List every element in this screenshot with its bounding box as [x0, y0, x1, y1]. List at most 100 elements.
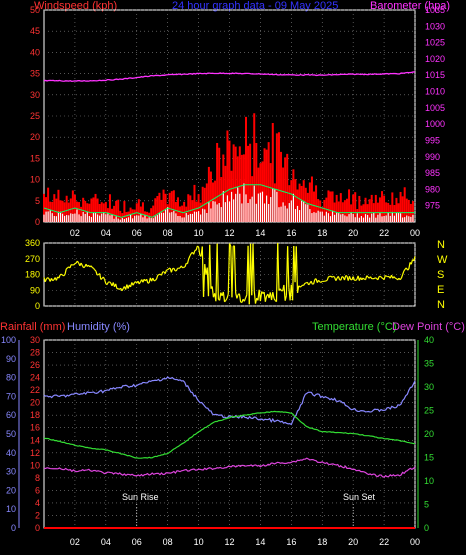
wind-direction-segment — [325, 279, 328, 282]
humidity-tick-label: 100 — [1, 335, 16, 345]
wind-direction-segment — [287, 246, 290, 288]
barometer-tick-label: 1025 — [425, 38, 445, 48]
windspeed-tick-label: 20 — [30, 132, 40, 142]
wind-direction-segment — [253, 290, 257, 304]
rainfall-tick-label: 12 — [30, 448, 40, 458]
wind-direction-segment — [384, 274, 387, 277]
panel1-x-tick-label: 12 — [224, 228, 234, 238]
wind-direction-segment — [73, 263, 76, 266]
wind-direction-segment — [279, 288, 282, 292]
wind-direction-segment — [225, 298, 228, 301]
wind-direction-segment — [170, 268, 174, 273]
wind-direction-segment — [413, 256, 416, 262]
wind-direction-segment — [228, 243, 232, 247]
wind-direction-segment — [326, 276, 330, 281]
wind-direction-segment — [197, 246, 201, 256]
temperature-line — [43, 410, 416, 459]
wind-direction-segment — [94, 269, 97, 272]
wind-direction-segment — [91, 266, 94, 269]
panel1-x-tick-label: 06 — [132, 228, 142, 238]
wind-direction-segment — [65, 267, 68, 270]
panel3-x-tick-label: 16 — [286, 537, 296, 547]
windspeed-axis-label: Windspeed (kph) — [34, 0, 117, 12]
windspeed-tick-label: 50 — [30, 5, 40, 15]
rainfall-tick-label: 2 — [35, 510, 40, 520]
wind-direction-segment — [95, 270, 98, 276]
wind-direction-segment — [300, 284, 303, 287]
panel1-x-tick-label: 08 — [163, 228, 173, 238]
humidity-tick-label: 70 — [6, 391, 16, 401]
compass-label: N — [437, 299, 445, 311]
windspeed-tick-label: 0 — [35, 217, 40, 227]
rainfall-tick-label: 22 — [30, 385, 40, 395]
panel1-x-tick-label: 22 — [379, 228, 389, 238]
panel3-x-tick-label: 00 — [410, 537, 420, 547]
windspeed-tick-label: 5 — [35, 196, 40, 206]
wind-direction-segment — [46, 277, 49, 280]
wind-direction-segment — [83, 266, 86, 269]
rainfall-tick-label: 30 — [30, 335, 40, 345]
barometer-tick-label: 1020 — [425, 54, 445, 64]
wind-direction-segment — [52, 279, 55, 282]
rainfall-tick-label: 0 — [35, 523, 40, 533]
direction-tick-label: 180 — [25, 270, 40, 280]
windspeed-tick-label: 40 — [30, 47, 40, 57]
wind-direction-segment — [188, 255, 191, 260]
rainfall-tick-label: 26 — [30, 360, 40, 370]
humidity-tick-label: 0 — [11, 523, 16, 533]
wind-direction-segment — [233, 245, 237, 293]
wind-direction-segment — [155, 274, 159, 280]
wind-direction-segment — [115, 283, 118, 289]
barometer-tick-label: 1010 — [425, 87, 445, 97]
humidity-tick-label: 30 — [6, 467, 16, 477]
wind-direction-segment — [259, 291, 263, 302]
wind-direction-segment — [184, 263, 187, 268]
wind-direction-segment — [59, 273, 62, 276]
rainfall-tick-label: 8 — [35, 473, 40, 483]
temperature-tick-label: 25 — [424, 406, 434, 416]
wind-direction-segment — [273, 298, 276, 301]
wind-direction-segment — [99, 273, 102, 280]
wind-direction-segment — [224, 300, 227, 303]
compass-label: S — [437, 269, 444, 281]
wind-direction-segment — [92, 267, 96, 271]
barometer-tick-label: 980 — [425, 184, 440, 194]
temperature-axis-label: Temperature (°C) — [312, 321, 396, 333]
wind-direction-segment — [121, 288, 124, 292]
wind-direction-segment — [331, 275, 334, 278]
rainfall-tick-label: 24 — [30, 373, 40, 383]
panel1-x-tick-label: 04 — [101, 228, 111, 238]
humidity-tick-label: 10 — [6, 504, 16, 514]
wind-direction-segment — [243, 297, 247, 302]
wind-direction-segment — [222, 291, 226, 302]
wind-direction-segment — [63, 274, 66, 277]
wind-direction-segment — [180, 265, 184, 269]
wind-direction-segment — [272, 292, 275, 299]
wind-direction-segment — [58, 274, 61, 279]
panel3-x-tick-label: 22 — [379, 537, 389, 547]
wind-direction-segment — [182, 266, 184, 269]
barometer-tick-label: 985 — [425, 168, 440, 178]
barometer-tick-label: 975 — [425, 201, 440, 211]
wind-direction-segment — [238, 293, 242, 303]
wind-direction-segment — [154, 278, 158, 281]
humidity-tick-label: 20 — [6, 485, 16, 495]
wind-direction-segment — [104, 279, 107, 284]
direction-tick-label: 0 — [35, 301, 40, 311]
wind-direction-segment — [209, 244, 212, 289]
wind-direction-segment — [340, 276, 343, 281]
wind-direction-segment — [197, 245, 199, 248]
dewpoint-axis-label: Dew Point (°C) — [392, 321, 465, 333]
panel3-x-tick-label: 12 — [224, 537, 234, 547]
wind-direction-segment — [337, 276, 341, 280]
wind-direction-segment — [362, 277, 365, 280]
wind-direction-segment — [109, 281, 112, 284]
windspeed-tick-label: 10 — [30, 175, 40, 185]
temperature-tick-label: 10 — [424, 476, 434, 486]
wind-direction-segment — [264, 295, 268, 302]
barometer-tick-label: 1000 — [425, 119, 445, 129]
windspeed-tick-label: 30 — [30, 90, 40, 100]
wind-direction-segment — [117, 288, 120, 290]
wind-direction-segment — [226, 294, 229, 299]
wind-average-line — [43, 184, 415, 218]
